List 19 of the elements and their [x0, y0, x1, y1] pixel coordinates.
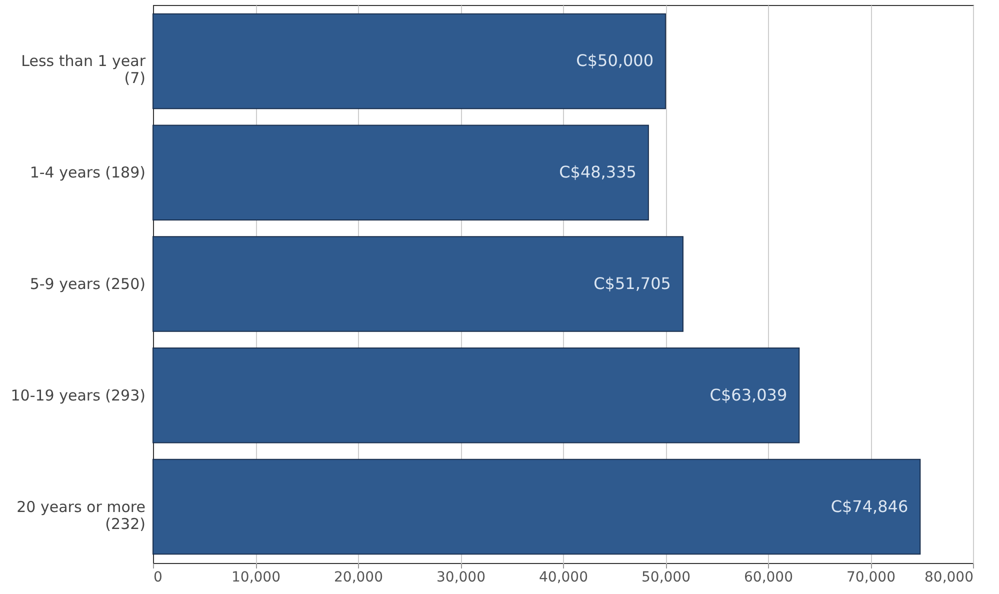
x-tick-label: 80,000 [924, 570, 974, 586]
x-tick-label: 10,000 [232, 570, 280, 586]
x-tick-label: 30,000 [436, 570, 486, 586]
y-tick-label: Less than 1 year (7) [21, 52, 146, 88]
x-tick-label: 40,000 [539, 570, 588, 586]
x-tick-label: 70,000 [846, 570, 896, 586]
data-label: C$48,335 [559, 162, 636, 182]
data-label: C$74,846 [830, 496, 908, 516]
data-label: C$50,000 [576, 51, 654, 70]
x-tick-label: 0 [154, 570, 162, 586]
y-tick-label: 5-9 years (250) [30, 275, 146, 293]
x-tick-label: 50,000 [642, 570, 690, 586]
y-tick-label: 20 years or more (232) [16, 498, 146, 533]
x-tick-label: 60,000 [744, 570, 793, 586]
y-tick-label: 1-4 years (189) [30, 164, 146, 182]
x-tick-label: 20,000 [334, 570, 383, 586]
data-label: C$63,039 [710, 385, 788, 404]
y-tick-label: 10-19 years (293) [10, 386, 146, 404]
data-label: C$51,705 [594, 274, 671, 293]
